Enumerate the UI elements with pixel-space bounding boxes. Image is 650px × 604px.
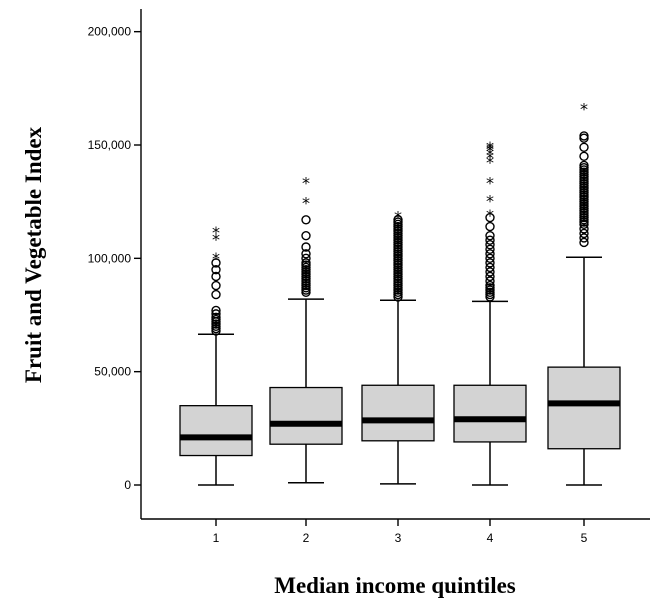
outlier-point xyxy=(579,224,589,234)
extreme-point: * xyxy=(486,145,494,164)
extreme-point: * xyxy=(486,191,494,210)
outlier-point xyxy=(579,160,589,171)
extreme-point: * xyxy=(486,139,494,158)
extreme-point: * xyxy=(580,100,588,119)
outlier-point xyxy=(301,258,311,268)
box-group-5: * xyxy=(547,100,621,486)
outlier-point xyxy=(211,309,221,319)
y-tick-label: 100,000 xyxy=(88,251,132,265)
outlier-point xyxy=(485,212,495,223)
y-tick-label: 200,000 xyxy=(88,25,132,39)
iqr-box xyxy=(269,386,343,445)
outlier-point xyxy=(211,289,221,300)
box-group-1: *** xyxy=(179,223,253,486)
outlier-point xyxy=(211,305,221,316)
extreme-point: * xyxy=(212,230,220,249)
outlier-point xyxy=(211,312,221,322)
outlier-point xyxy=(485,262,495,273)
outlier-point xyxy=(301,230,311,241)
outlier-point xyxy=(301,253,311,264)
outlier-point xyxy=(485,253,495,264)
y-axis-title: Fruit and Vegetable Index xyxy=(21,126,46,383)
outlier-point xyxy=(211,271,221,282)
extreme-point: * xyxy=(486,206,494,225)
outlier-point xyxy=(485,271,495,282)
outlier-point xyxy=(579,233,589,243)
outlier-point xyxy=(485,267,495,277)
extreme-point: * xyxy=(486,153,494,172)
outlier-point xyxy=(485,230,495,241)
x-axis-title: Median income quintiles xyxy=(274,573,516,598)
outlier-point xyxy=(301,215,311,225)
extreme-point: * xyxy=(302,173,310,192)
x-tick-label: 2 xyxy=(303,531,310,545)
y-axis-ticks: 0 50,000 100,000 150,000 200,000 xyxy=(88,25,141,492)
axes xyxy=(140,9,650,520)
x-axis-ticks: 1 2 3 4 5 xyxy=(213,519,588,545)
box-group-2: ** xyxy=(269,173,343,484)
outlier-point xyxy=(485,235,495,245)
iqr-box xyxy=(453,384,527,443)
extreme-point: * xyxy=(486,173,494,192)
extreme-point: * xyxy=(486,148,494,167)
outlier-point xyxy=(579,237,589,248)
extreme-point: * xyxy=(394,207,402,226)
iqr-box xyxy=(361,384,435,442)
box-group-3: * xyxy=(361,207,435,485)
x-tick-label: 4 xyxy=(487,531,494,545)
extreme-point: * xyxy=(212,249,220,268)
extreme-point: * xyxy=(302,194,310,213)
outlier-point xyxy=(485,276,495,286)
outlier-point xyxy=(579,131,589,141)
iqr-box xyxy=(179,405,253,457)
y-tick-label: 150,000 xyxy=(88,138,132,152)
y-tick-label: 50,000 xyxy=(94,365,131,379)
outlier-point xyxy=(485,221,495,232)
outlier-point xyxy=(579,228,589,239)
outlier-point xyxy=(485,240,495,250)
outlier-point xyxy=(579,142,589,152)
x-tick-label: 1 xyxy=(213,531,220,545)
box-group-4: ********* xyxy=(453,138,527,486)
outlier-point xyxy=(211,264,221,275)
extreme-point: * xyxy=(212,223,220,242)
outlier-point xyxy=(211,280,221,291)
outlier-point xyxy=(485,249,495,259)
boxes: ****** ********** xyxy=(179,100,621,486)
outlier-point xyxy=(485,244,495,254)
outlier-point xyxy=(393,215,403,225)
outlier-point xyxy=(485,280,495,291)
extreme-point: * xyxy=(486,138,494,157)
iqr-box xyxy=(547,366,621,450)
outlier-point xyxy=(485,258,495,268)
x-tick-label: 5 xyxy=(581,531,588,545)
extreme-point: * xyxy=(486,142,494,161)
outlier-point xyxy=(301,249,311,259)
x-tick-label: 3 xyxy=(395,531,402,545)
y-tick-label: 0 xyxy=(124,478,131,492)
outlier-point xyxy=(301,242,311,252)
outlier-point xyxy=(579,151,589,162)
outlier-point xyxy=(211,258,221,268)
